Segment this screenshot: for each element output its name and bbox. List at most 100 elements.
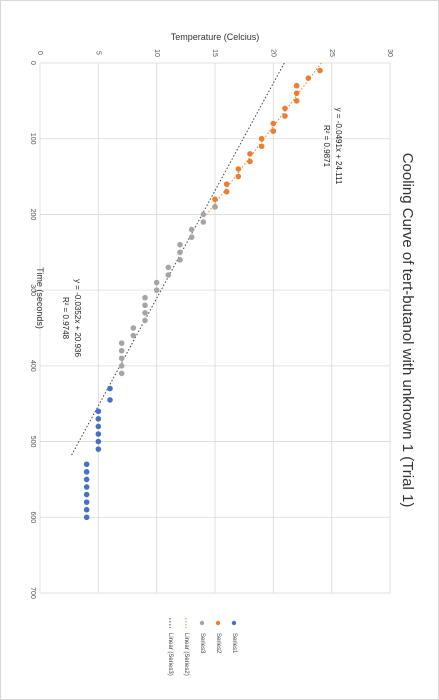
data-point-series2 [293,90,300,97]
y-axis-title: Temperature (Celcius) [171,32,260,42]
data-point-series1 [83,491,90,498]
data-point-series3 [153,287,160,293]
y-tick-label: 30 [386,49,393,57]
y-tick-label: 20 [269,49,276,57]
x-tick-label: 0 [29,61,36,65]
data-point-series2 [317,67,323,74]
data-point-series2 [270,120,277,127]
legend-item-group: Linear (Series2) [183,633,189,676]
y-tick-label: 15 [211,49,218,57]
data-point-series1 [95,446,102,452]
legend: Series1 Series2 Series3 Linear (Series2) Lin… [167,618,237,676]
chart-title: Cooling Curve of tert-butanol with unkno… [399,153,416,508]
x-tick-label: 400 [29,360,36,372]
series2-trend-label: y = -0.0491x + 24.111 R² = 0.9871 [322,108,343,185]
x-tick-group: 700 [29,587,36,599]
data-point-series3 [142,317,148,324]
y-tick-label: 10 [153,49,160,57]
data-point-series2 [282,105,288,112]
x-tick-label: 600 [29,511,36,523]
data-point-series3 [118,347,125,354]
x-tick-label: 700 [29,587,36,599]
data-point-series1 [83,469,90,475]
data-point-series1 [95,416,102,422]
y-tick-label: 25 [328,49,335,57]
data-point-series2 [247,151,253,157]
chart-title-group: Cooling Curve of tert-butanol with unkno… [399,153,416,508]
data-point-series2 [247,158,253,165]
data-point-series2 [270,128,277,134]
data-point-series1 [83,476,90,483]
series3-trend-r2: R² = 0.9748 [61,297,70,340]
series2-trend-r2: R² = 0.9871 [322,125,331,168]
data-point-series1 [83,484,90,490]
data-point-series3 [200,211,207,218]
y-tick-label: 5 [94,51,101,55]
legend-marker [199,620,205,626]
data-point-series2 [223,181,230,187]
tick-labels: 0 100 200 300 400 500 600 700 0 5 10 15 20 25 30 [29,49,393,599]
data-point-series2 [293,98,300,104]
data-point-series3 [188,226,195,233]
data-point-series2 [212,196,218,203]
data-point-series3 [165,264,172,271]
x-tick-group: 100 [29,133,36,145]
x-tick-group: 400 [29,360,36,372]
x-tick-group: 600 [29,511,36,523]
data-point-series2 [305,75,312,81]
y-tick-group: 15 [211,49,218,57]
data-point-series3 [130,325,137,331]
data-point-series3 [177,249,183,256]
legend-label: Series2 [215,633,221,654]
data-point-series3 [165,272,172,278]
x-tick-label: 200 [29,209,36,221]
legend-item-group: Series1 [231,633,237,654]
series3-trend-label: y = -0.0352x + 20.936 R² = 0.9748 [61,279,82,357]
data-point-series2 [258,143,265,150]
data-point-series3 [212,204,218,210]
data-point-series2 [235,173,242,180]
data-point-series3 [118,370,125,377]
data-point-series2 [293,82,300,89]
data-point-series3 [142,302,148,309]
x-tick-group: 0 [29,61,36,65]
legend-item-group: Series2 [215,633,221,654]
data-point-series1 [95,431,102,437]
y-tick-label: 0 [36,51,43,55]
legend-marker [231,620,237,626]
data-point-series3 [118,363,125,369]
y-tick-group: 25 [328,49,335,57]
legend-label: Series3 [199,633,205,654]
data-point-series2 [223,188,230,195]
data-point-series3 [177,257,183,263]
data-point-series1 [83,461,90,468]
x-tick-group: 200 [29,209,36,221]
series2-trend-equation: y = -0.0491x + 24.111 [334,108,343,185]
legend-item-group: Linear (Series3) [167,633,173,676]
data-point-series2 [282,113,288,119]
legend-item-group: Series3 [199,633,205,654]
data-point-series1 [83,514,90,521]
x-axis-title-group: Time (seconds) [35,267,45,329]
data-point-series1 [83,506,90,513]
x-tick-group: 300 [29,284,36,296]
legend-label: Linear (Series3) [167,633,173,676]
data-points [83,67,323,521]
y-tick-group: 5 [94,51,101,55]
x-tick-group: 500 [29,436,36,448]
data-point-series3 [188,234,195,240]
data-point-series1 [107,385,113,392]
data-point-series3 [118,355,125,362]
y-tick-group: 10 [153,49,160,57]
data-point-series3 [142,294,148,301]
data-point-series3 [142,310,148,316]
legend-label: Linear (Series2) [183,633,189,676]
data-point-series1 [83,499,90,505]
data-point-series3 [200,219,207,225]
x-tick-label: 100 [29,133,36,145]
data-point-series2 [258,135,265,142]
legend-label: Series1 [231,633,237,654]
y-tick-group: 30 [386,49,393,57]
